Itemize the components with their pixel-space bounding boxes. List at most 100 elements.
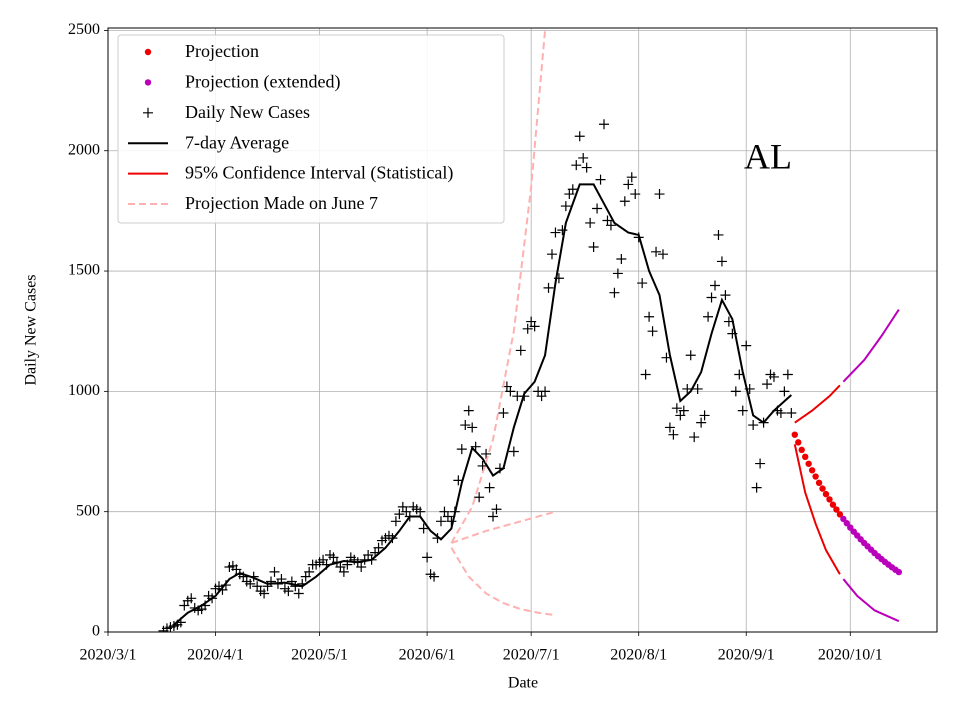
case-point <box>647 326 658 337</box>
case-point <box>678 405 689 416</box>
case-point <box>269 566 280 577</box>
case-point <box>585 217 596 228</box>
axes-frame <box>107 27 938 633</box>
case-point <box>529 321 540 332</box>
case-point <box>491 504 502 515</box>
case-point <box>737 405 748 416</box>
case-point <box>748 420 759 431</box>
case-point <box>716 256 727 267</box>
case-point <box>696 417 707 428</box>
case-point <box>605 220 616 231</box>
case-point <box>671 403 682 414</box>
case-point <box>415 506 426 517</box>
case-point <box>779 386 790 397</box>
case-point <box>713 229 724 240</box>
case-point <box>741 340 752 351</box>
case-point <box>390 516 401 527</box>
legend-label: Projection (extended) <box>185 72 340 93</box>
legend-label: 7-day Average <box>185 132 289 152</box>
x-tick-label: 2020/7/1 <box>503 647 560 664</box>
y-axis-label: Daily New Cases <box>23 274 40 385</box>
plot-area <box>158 30 903 632</box>
case-point <box>508 446 519 457</box>
legend-marker <box>143 107 153 118</box>
dashed-line <box>451 510 556 544</box>
case-point <box>588 241 599 252</box>
case-point <box>515 345 526 356</box>
legend-frame <box>117 34 505 224</box>
legend-label: 95% Confidence Interval (Statistical) <box>185 163 453 184</box>
case-point <box>786 408 797 419</box>
annotation: AL <box>744 136 792 176</box>
case-point <box>657 249 668 260</box>
case-point <box>186 593 197 604</box>
case-point <box>557 225 568 236</box>
case-point <box>481 448 492 459</box>
x-tick-label: 2020/3/1 <box>80 647 137 664</box>
case-point <box>762 379 773 390</box>
case-point <box>574 131 585 142</box>
case-point <box>751 482 762 493</box>
case-point <box>664 422 675 433</box>
projection-point <box>805 460 812 467</box>
dashed-line <box>450 547 556 617</box>
case-point <box>488 511 499 522</box>
case-point <box>283 586 294 597</box>
case-point <box>540 386 551 397</box>
case-point <box>775 408 786 419</box>
legend-marker <box>144 79 152 86</box>
case-point <box>546 249 557 260</box>
projection-point <box>798 446 805 454</box>
case-point <box>498 408 509 419</box>
x-axis-label: Date <box>508 675 538 692</box>
case-point <box>266 576 277 587</box>
case-point <box>373 542 384 553</box>
projection-point <box>819 485 826 492</box>
y-tick-label: 500 <box>76 502 100 519</box>
line <box>173 183 792 626</box>
x-tick-label: 2020/5/1 <box>291 647 348 664</box>
case-point <box>571 160 582 171</box>
case-point <box>394 509 405 520</box>
case-point <box>578 152 589 163</box>
projection-point <box>808 467 816 474</box>
case-point <box>703 311 714 322</box>
case-point <box>463 405 474 416</box>
line <box>794 384 841 424</box>
dashed-line <box>450 30 547 544</box>
case-point <box>612 268 623 279</box>
projection-point <box>801 453 809 461</box>
projection-point <box>795 439 802 446</box>
line <box>842 578 900 623</box>
case-point <box>338 566 349 577</box>
case-point <box>668 429 679 440</box>
projection-point <box>833 506 840 513</box>
case-point <box>356 562 367 573</box>
case-point <box>543 282 554 293</box>
case-point <box>599 119 610 130</box>
case-point <box>429 571 440 582</box>
line <box>842 308 900 383</box>
x-tick-label: 2020/10/1 <box>818 647 883 664</box>
projection-point <box>836 511 844 518</box>
case-point <box>626 172 637 183</box>
case-point <box>730 386 741 397</box>
projection-point <box>812 473 819 480</box>
case-point <box>456 444 467 455</box>
x-tick-label: 2020/8/1 <box>610 647 667 664</box>
case-point <box>682 383 693 394</box>
case-point <box>245 578 256 589</box>
case-point <box>435 516 446 527</box>
case-point <box>755 458 766 469</box>
y-tick-label: 0 <box>92 623 100 640</box>
case-point <box>474 492 485 503</box>
case-point <box>630 189 641 200</box>
case-point <box>259 588 270 599</box>
case-point <box>505 386 516 397</box>
x-tick-label: 2020/4/1 <box>187 647 244 664</box>
case-point <box>293 588 304 599</box>
case-point <box>692 383 703 394</box>
case-point <box>640 369 651 380</box>
case-point <box>710 280 721 291</box>
